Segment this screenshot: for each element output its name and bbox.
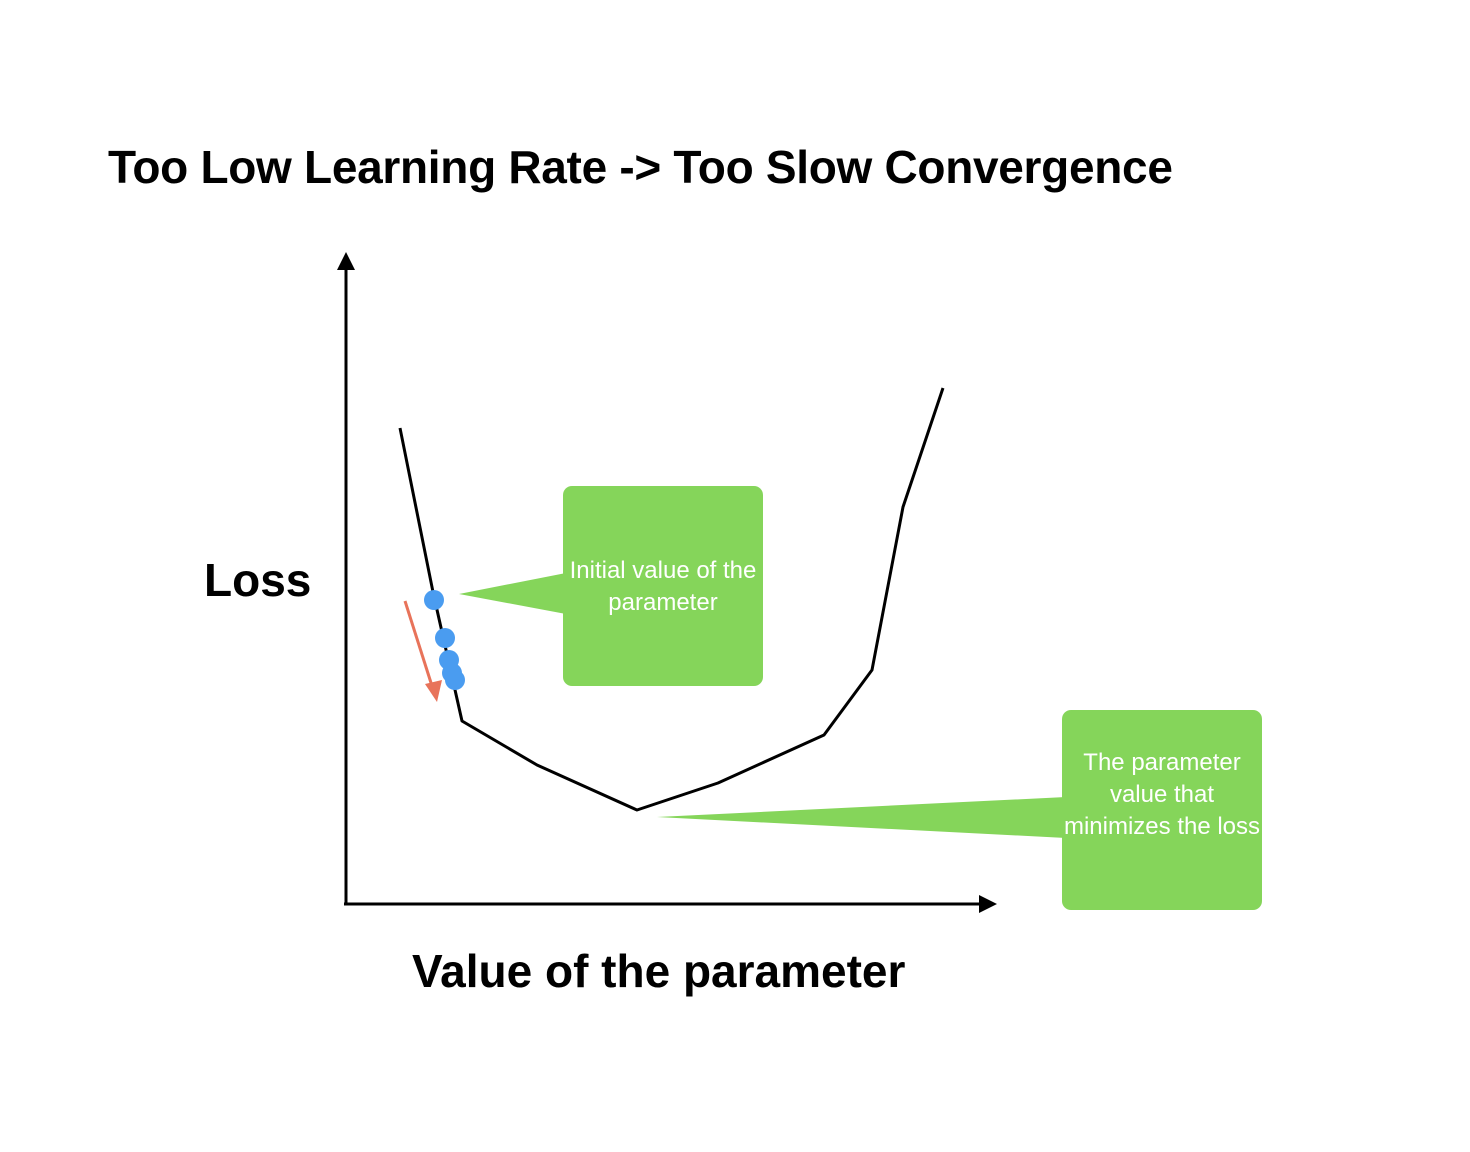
- callout-initial-pointer: [459, 573, 566, 614]
- callout-initial-box: [563, 486, 763, 686]
- step-point: [445, 670, 465, 690]
- step-point: [424, 590, 444, 610]
- callout-minimum-pointer: [657, 797, 1066, 838]
- y-axis-arrowhead: [337, 252, 355, 270]
- x-axis-arrowhead: [979, 895, 997, 913]
- x-axis-label: Value of the parameter: [412, 945, 906, 997]
- callout-minimum-box: [1062, 710, 1262, 910]
- callout-initial-text: Initial value of the parameter: [569, 557, 757, 616]
- step-point: [435, 628, 455, 648]
- y-axis-label: Loss: [204, 554, 312, 606]
- diagram-title: Too Low Learning Rate -> Too Slow Conver…: [108, 141, 1173, 193]
- callout-minimum-value: [657, 710, 1262, 910]
- callout-initial-value: [459, 486, 763, 686]
- callout-minimum-text: The parameter value that minimizes the l…: [1063, 749, 1261, 840]
- descent-arrow: [403, 600, 442, 702]
